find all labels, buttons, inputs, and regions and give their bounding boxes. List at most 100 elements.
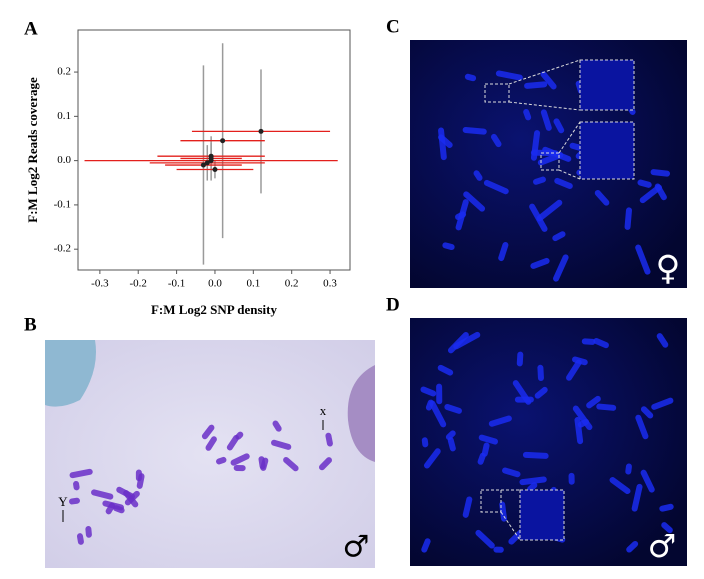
chromosome [527,482,538,493]
chromosome [272,420,282,432]
point [212,166,218,172]
micrograph-d: ♂ [410,318,687,566]
chromosome [447,332,469,354]
chromosome [524,81,548,89]
y-tick-label: -0.2 [54,243,71,255]
chromosome [659,503,674,512]
chromosome [530,257,550,269]
panel-label: A [24,18,38,39]
chromosome [640,469,655,493]
chromosome [420,386,437,397]
chromosome [581,338,596,345]
chromosome [540,71,557,90]
chromosome [436,383,443,405]
x-tick-label: 0.1 [246,278,260,290]
chromosome [593,337,609,349]
inset-box [540,152,560,171]
annotation: Y [58,494,68,509]
chromosome [596,403,617,411]
chromosome [568,472,575,485]
chromosome [463,191,486,212]
y-tick-label: 0.1 [57,110,71,122]
chromosome [473,170,483,181]
chromosome [488,415,512,427]
sex-symbol: ♀ [656,249,681,289]
chromosome [553,118,565,134]
chromosome [637,179,652,188]
chromosome [490,133,502,148]
chromosome [498,242,509,262]
chromosome [91,489,114,500]
chromosome [69,468,93,479]
micrograph-b: x Y ♂ [45,340,375,568]
chromosome [69,497,80,505]
y-tick-label: -0.1 [54,198,71,210]
chromosome [462,496,473,518]
chromosome [233,464,246,472]
chromosome [455,199,469,231]
chromosome [540,109,552,131]
chromosome [530,130,541,161]
chromosome [519,476,547,486]
micrograph-c: ♀ [410,40,687,289]
chromosome [205,436,217,451]
chromosome [577,418,589,428]
chromosome [626,540,639,553]
x-tick-label: 0.0 [208,278,222,290]
chromosome [76,533,84,545]
chromosome [609,477,631,495]
x-tick-label: -0.2 [130,278,147,290]
chart: F:M Log2 SNP density F:M Log2 Reads cove… [25,29,351,317]
chromosome [533,176,546,185]
chromosome [661,522,673,534]
chromosome [260,457,269,471]
chromosome [124,490,140,506]
chromosome [477,452,486,465]
image-background [45,340,375,568]
chromosome [283,456,299,472]
chromosome [226,434,240,451]
inset [579,59,635,111]
chromosome [216,456,227,465]
chromosome [318,457,332,471]
chromosome [325,432,333,447]
x-tick-label: -0.1 [168,278,185,290]
chromosome [201,424,215,440]
chromosome [421,437,429,448]
chromosome [566,359,582,381]
inset-connector [500,489,521,541]
chromosome [586,395,601,409]
x-axis-label: F:M Log2 SNP density [151,302,278,317]
sex-symbol: ♂ [648,527,677,565]
panel-label: B [24,314,37,335]
chromosome [429,400,447,428]
chromosome [554,177,573,190]
chromosome [651,397,674,410]
y-tick-label: 0.2 [57,66,71,78]
point [208,155,214,161]
plot-frame [77,29,351,271]
y-axis-label: F:M Log2 Reads coverage [25,77,40,223]
chromosome [447,437,456,452]
chromosome [475,529,495,549]
point [200,162,206,168]
chromosome [230,453,250,466]
chromosome [105,502,115,515]
chromosome [625,463,632,475]
chromosome [493,546,504,553]
chromosome [495,70,523,81]
annotation: x [320,403,327,418]
chromosome [635,244,651,275]
chromosome [654,183,667,201]
chromosome [423,448,441,469]
chromosome [437,364,454,376]
chromosome [73,480,80,491]
debris [45,340,96,407]
chromosome [421,538,431,553]
chromosome [271,439,292,450]
chromosome [464,73,477,82]
inset [579,121,635,180]
panel-label: C [386,16,400,37]
x-tick-label: -0.3 [91,278,109,290]
